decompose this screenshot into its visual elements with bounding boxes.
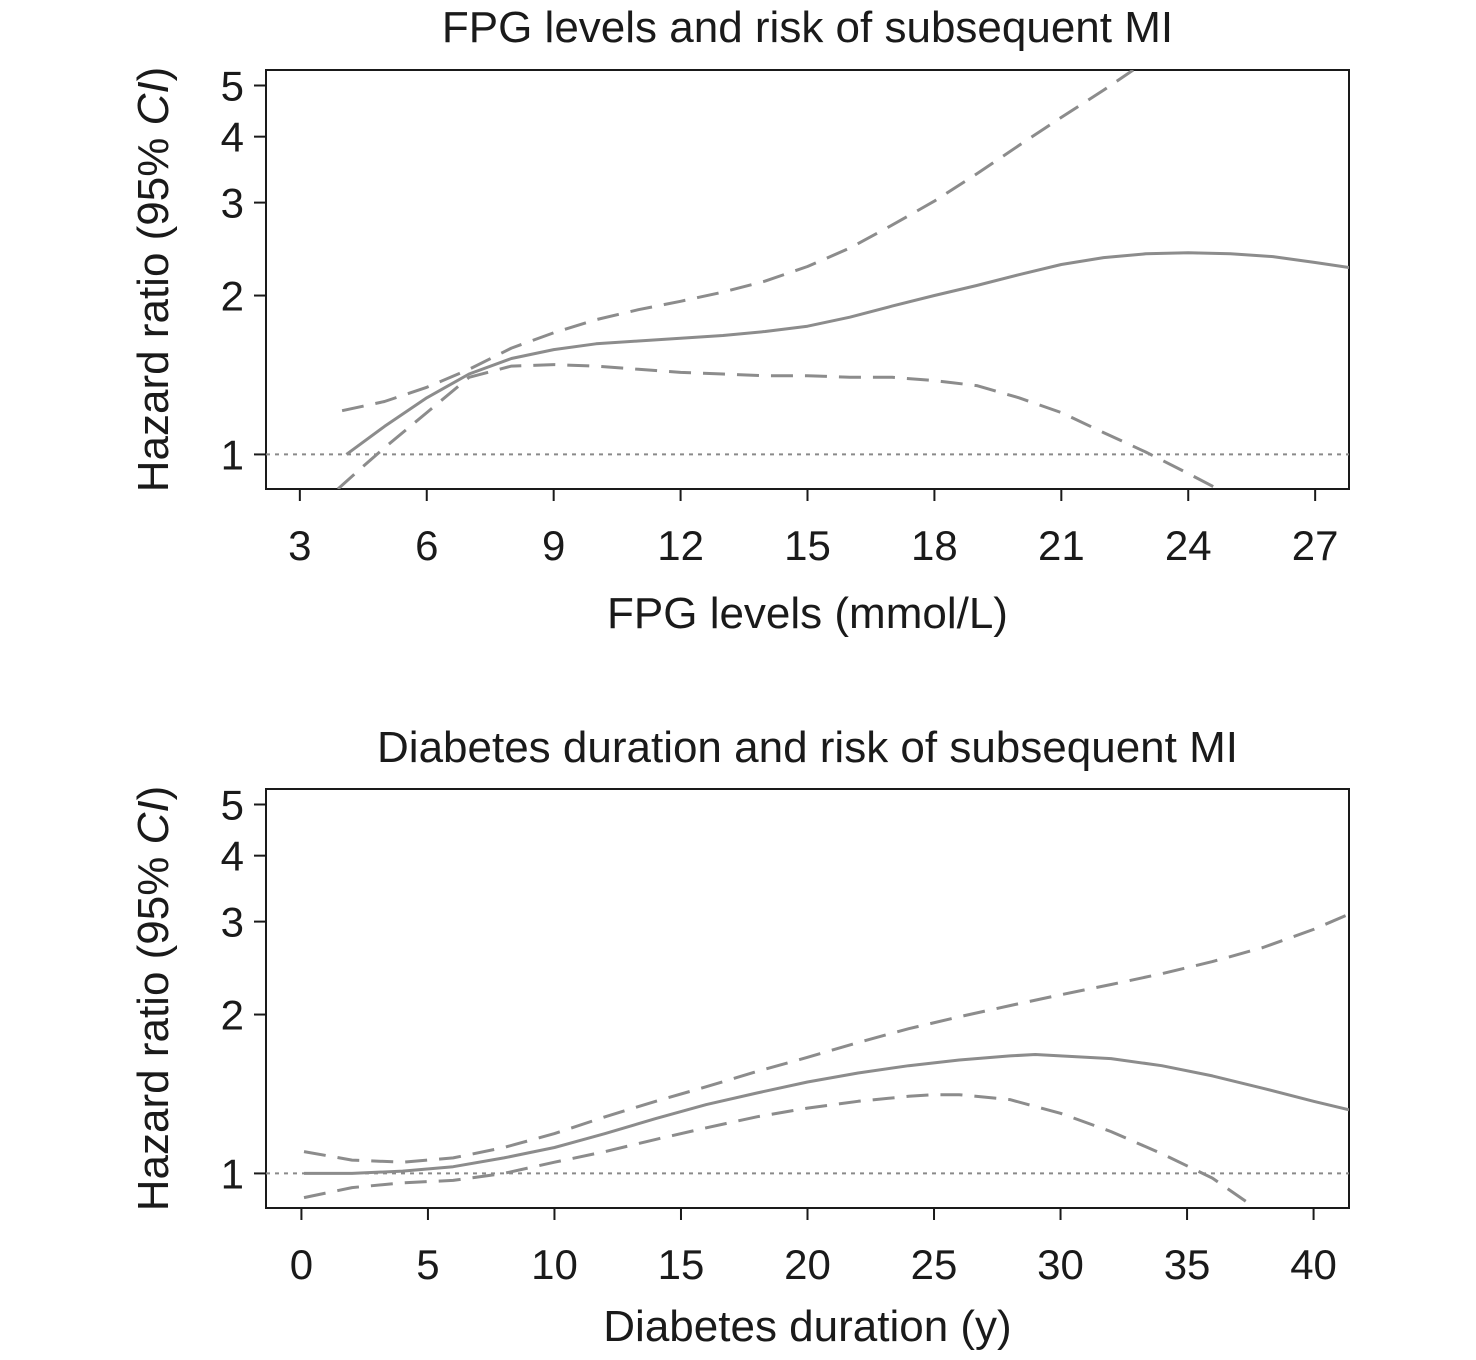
y-tick-label: 1 xyxy=(221,431,244,478)
x-tick-label: 21 xyxy=(1038,522,1085,569)
y-tick-label: 3 xyxy=(221,180,244,227)
x-tick-label: 27 xyxy=(1292,522,1339,569)
y-tick-label: 2 xyxy=(221,273,244,320)
chart-title: Diabetes duration and risk of subsequent… xyxy=(377,723,1238,772)
x-tick-label: 18 xyxy=(911,522,958,569)
y-tick-label: 5 xyxy=(221,782,244,829)
x-tick-label: 12 xyxy=(657,522,704,569)
y-tick-label: 4 xyxy=(221,833,244,880)
x-tick-label: 40 xyxy=(1290,1241,1337,1288)
plot-frame xyxy=(265,69,1350,490)
y-tick-label: 2 xyxy=(221,992,244,1039)
x-tick-label: 6 xyxy=(415,522,438,569)
x-tick-label: 15 xyxy=(658,1241,705,1288)
y-axis-label: Hazard ratio (95% CI) xyxy=(129,786,178,1211)
chart-panel-2: Diabetes duration and risk of subsequent… xyxy=(129,723,1350,1351)
x-tick-label: 24 xyxy=(1165,522,1212,569)
y-tick-label: 1 xyxy=(221,1150,244,1197)
x-tick-label: 9 xyxy=(542,522,565,569)
series-lower-ci xyxy=(336,363,1219,489)
series-upper-ci xyxy=(341,70,1135,413)
x-tick-label: 3 xyxy=(288,522,311,569)
x-tick-label: 20 xyxy=(784,1241,831,1288)
x-tick-label: 10 xyxy=(531,1241,578,1288)
y-tick-label: 3 xyxy=(221,899,244,946)
chart-panel-1: FPG levels and risk of subsequent MI 3 6 9 1… xyxy=(129,3,1350,638)
x-tick-label: 35 xyxy=(1164,1241,1211,1288)
chart-title: FPG levels and risk of subsequent MI xyxy=(442,3,1173,52)
x-axis-label: Diabetes duration (y) xyxy=(603,1302,1011,1351)
series-upper-ci xyxy=(303,912,1349,1164)
series-estimate xyxy=(304,1053,1349,1175)
series-lower-ci xyxy=(303,1093,1257,1208)
x-axis-label: FPG levels (mmol/L) xyxy=(607,589,1008,638)
x-tick-label: 15 xyxy=(784,522,831,569)
x-tick-label: 5 xyxy=(416,1241,439,1288)
x-tick-label: 30 xyxy=(1037,1241,1084,1288)
series-estimate xyxy=(345,251,1349,456)
x-tick-label: 0 xyxy=(290,1241,313,1288)
y-tick-label: 4 xyxy=(221,114,244,161)
plot-frame xyxy=(265,788,1350,1209)
y-axis-label: Hazard ratio (95% CI) xyxy=(129,67,178,492)
x-tick-label: 25 xyxy=(911,1241,958,1288)
y-tick-label: 5 xyxy=(221,63,244,110)
